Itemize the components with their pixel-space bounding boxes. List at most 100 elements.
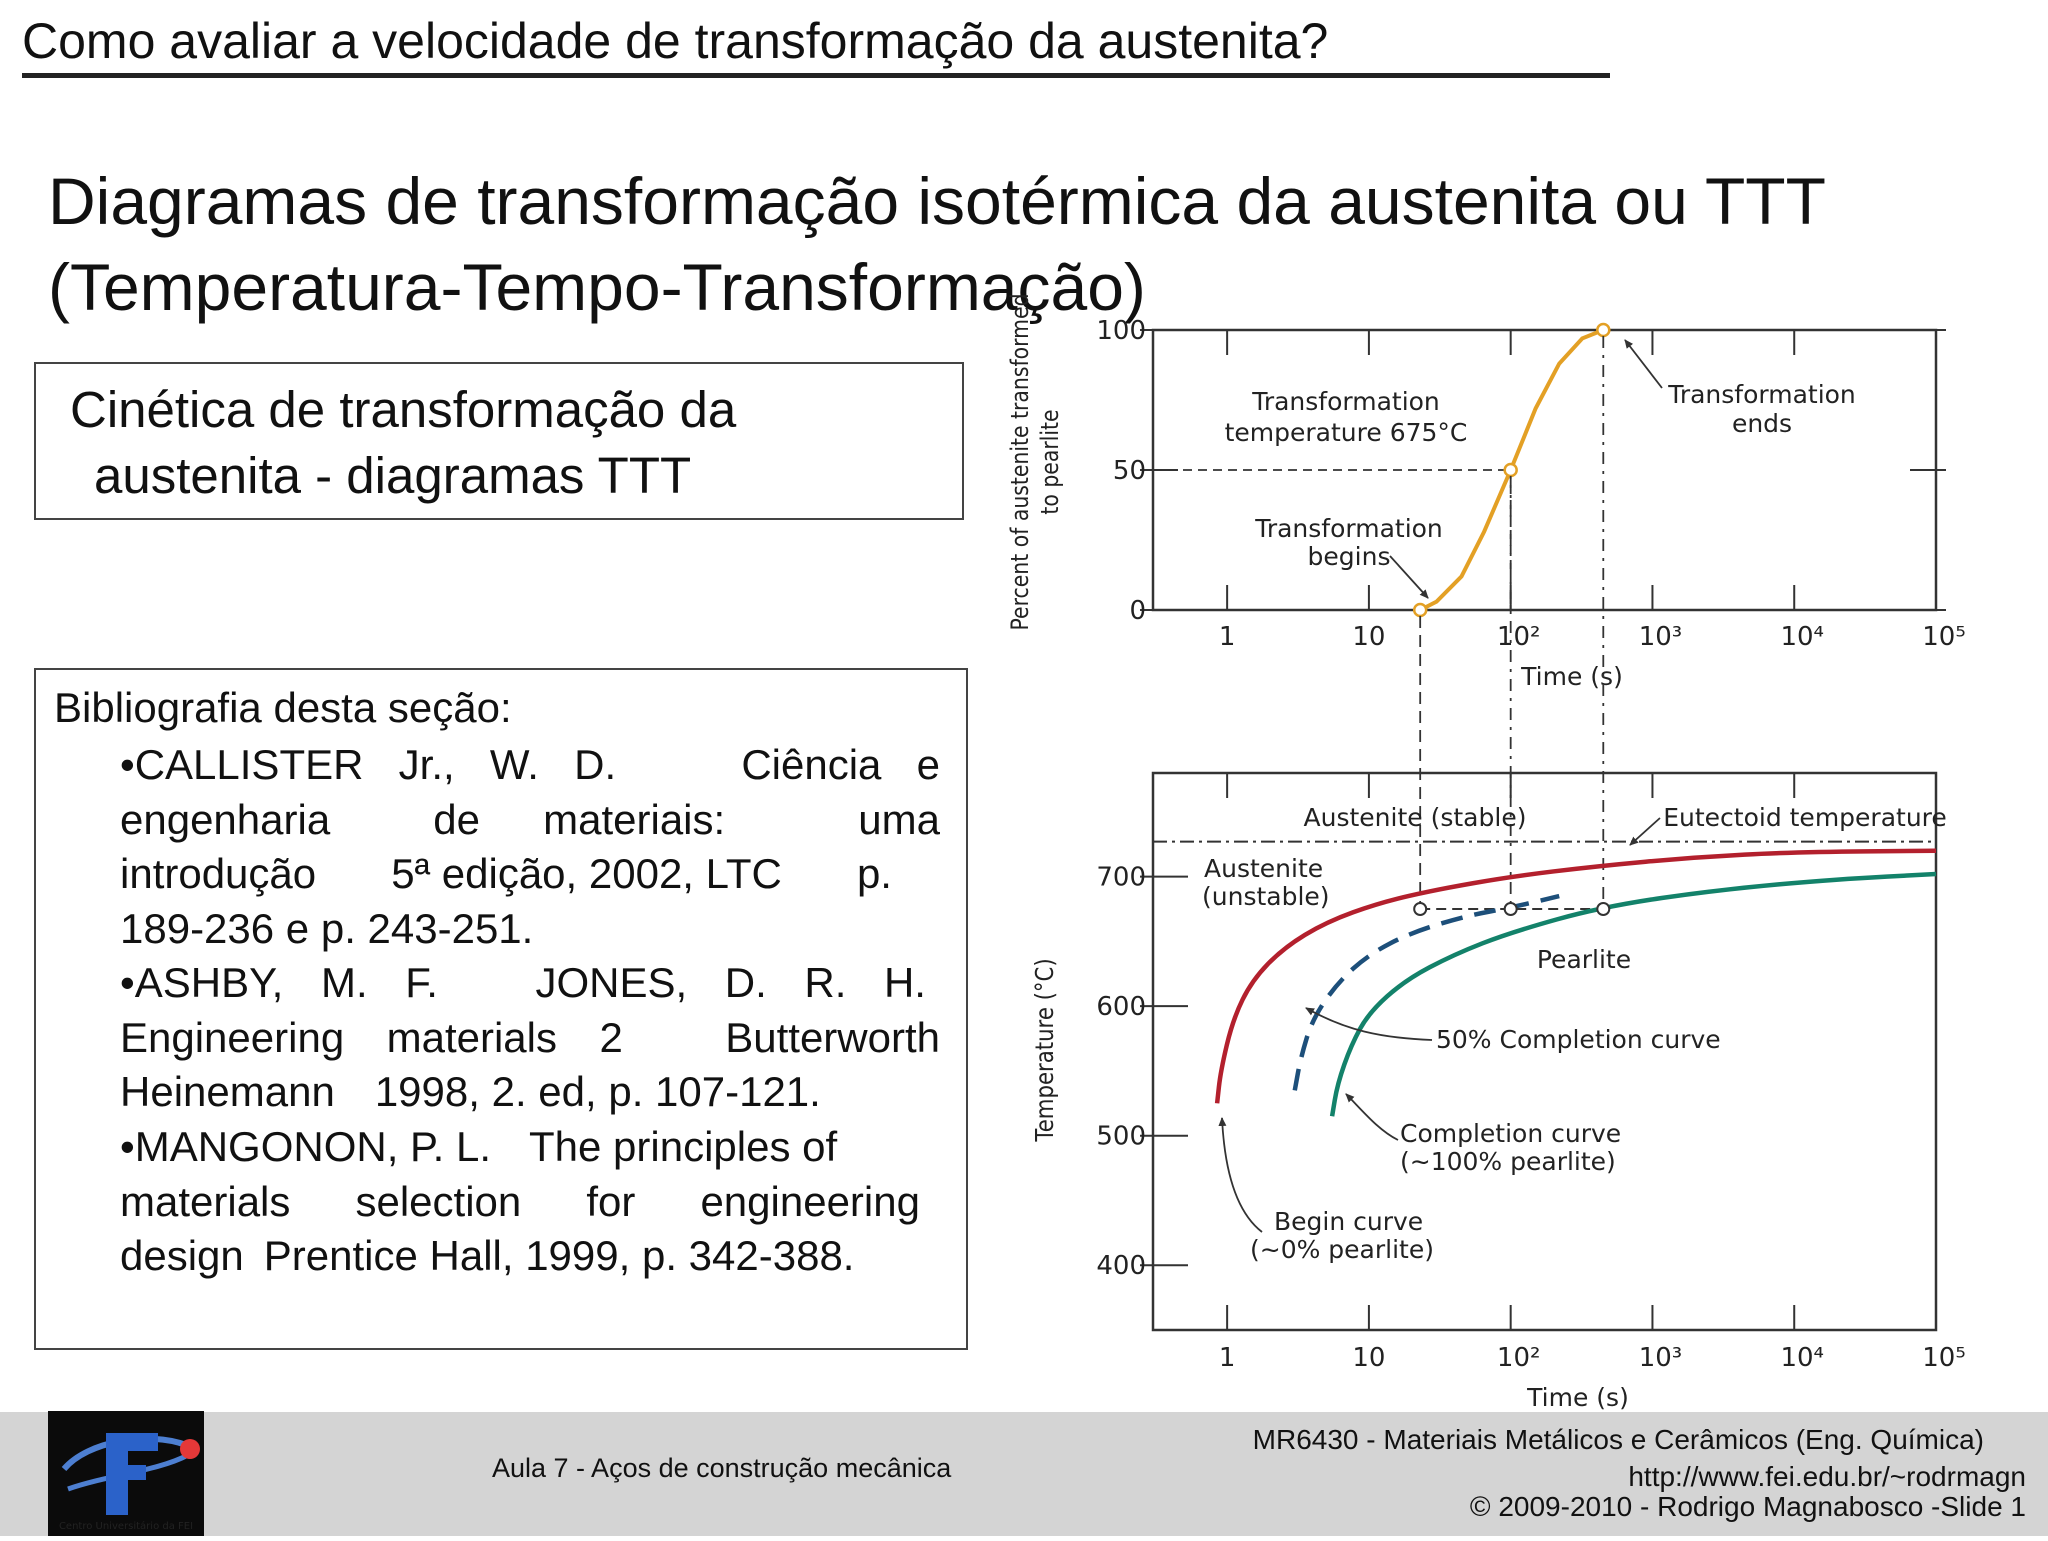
annotation-ends: Transformation ends [1624,339,1856,438]
top-x-tick-label: 10³ [1639,622,1683,652]
annotation-ends-line-1: Transformation [1667,380,1856,409]
top-x-tick-label: 10² [1497,622,1541,652]
chart-connector-lines [1419,336,1605,910]
fei-logo: Centro Universitário da FEI [48,1411,204,1536]
ref-word: materiais: [543,795,726,843]
annotation-temperature-line-2: temperature 675°C [1225,418,1468,447]
ref-word: design [120,1232,244,1279]
ref-word: D. [724,959,767,1006]
annotation-begin: Begin curve (∼0% pearlite) [1218,1117,1434,1264]
fei-logo-icon: Centro Universitário da FEI [48,1411,204,1536]
ref-word: Ciência [741,741,882,788]
ref-word: •ASHBY, [120,959,284,1006]
bibliography-reference-callister: •CALLISTER Jr., W. D. Ciência e engenhar… [120,738,940,956]
isotherm-marker [1503,902,1518,917]
top-chart-guide-lines [1153,469,1512,610]
top-x-tick-label: 10⁴ [1780,622,1824,652]
bottom-x-tick-label: 10⁴ [1780,1343,1824,1373]
top-y-label-line: Percent of austenite transformed [1006,293,1034,630]
begin-curve-line [1214,848,1937,1104]
ref-word: for [586,1177,636,1225]
top-chart-frame [1151,328,1938,612]
top-x-tick-label: 10 [1352,622,1385,652]
header-divider [22,73,1610,78]
bibliography-title: Bibliografia desta seção: [54,684,512,731]
isotherm-marker [1413,902,1428,917]
top-chart-x-axis-label: Time (s) [1520,662,1623,691]
annotation-austenite-unstable-line-1: Austenite [1204,854,1323,883]
ref-word: introdução [120,850,317,897]
footer-url: http://www.fei.edu.br/~rodrmagn [1628,1461,2026,1492]
ref-word: p. [856,850,892,897]
ref-word: The principles of [529,1123,838,1170]
completion-curve-line [1329,871,1937,1117]
annotation-begin-arrow [1218,1117,1263,1233]
bottom-chart-y-tick-labels: 400 500 600 700 [1096,863,1146,1282]
ref-word: D. [574,741,617,788]
top-x-tick-label: 10⁵ [1922,622,1966,652]
ref-word: Prentice Hall, 1999, p. 342-388. [263,1232,855,1279]
top-curve-marker [1503,462,1518,478]
header-title: Como avaliar a velocidade de transformaç… [22,13,1329,69]
annotation-completion-line-1: Completion curve [1400,1119,1621,1148]
annotation-eutectoid-arrow [1629,817,1661,846]
annotation-fifty-arrow [1305,1007,1433,1041]
top-chart-y-axis-label: Percent of austenite transformedto pearl… [1006,293,1064,630]
fifty-percent-curve-line [1292,893,1560,1091]
bottom-chart-markers [1413,902,1611,917]
annotation-ends-arrow [1624,339,1663,389]
ref-word: materials [120,1177,291,1225]
reference-line: •ASHBY, M. F. JONES, D. R. H. [120,956,940,1011]
footer-lecture-title: Aula 7 - Aços de construção mecânica [492,1453,952,1483]
bibliography-box: Bibliografia desta seção: •CALLISTER Jr.… [34,668,968,1350]
slide-title-line-2: (Temperatura-Tempo-Transformação) [48,250,1146,324]
ref-word: 2 [599,1013,623,1061]
bottom-y-tick-label: 500 [1096,1122,1146,1152]
annotation-completion-arrow [1345,1093,1399,1141]
bottom-y-tick-label: 600 [1096,992,1146,1022]
ref-word: R. [804,959,847,1006]
reference-line: •MANGONON, P. L. The principles of [120,1120,940,1175]
ref-word: 189-236 e p. 243-251. [120,904,534,952]
bottom-chart-x-tick-labels: 1 10 10² 10³ 10⁴ 10⁵ [1219,1343,1966,1373]
ref-word: H. [883,959,926,1006]
bottom-x-tick-label: 1 [1219,1343,1236,1373]
annotation-pearlite: Pearlite [1537,945,1631,974]
annotation-eutectoid-text: Eutectoid temperature [1663,803,1947,832]
annotation-begins: Transformation begins [1254,514,1443,599]
reference-line: introdução 5ª edição, 2002, LTC p. [120,847,940,902]
reference-line: materials selection for engineering [120,1175,920,1230]
reference-line: engenharia de materiais: uma [120,793,940,848]
bottom-x-tick-label: 10² [1497,1343,1541,1373]
annotation-temperature: Transformation temperature 675°C [1225,387,1468,447]
ttt-diagram: 1 10 10² 10³ 10⁴ 10⁵ 0 50 100 Time (s) Percent … [1006,293,1966,1412]
reference-line: Heinemann 1998, 2. ed, p. 107-121. [120,1065,940,1120]
annotation-begins-line-1: Transformation [1254,514,1443,543]
ref-word: Engineering [120,1013,345,1061]
bottom-y-tick-label: 400 [1096,1251,1146,1281]
reference-line: •CALLISTER Jr., W. D. Ciência e [120,738,940,793]
top-curve-marker [1596,322,1611,338]
ref-word: •MANGONON, P. L. [120,1123,492,1170]
top-y-tick-label: 50 [1113,456,1146,486]
ref-word: F. [405,959,438,1006]
ref-word: materials [386,1013,557,1061]
ref-word: 1998, 2. ed, p. 107-121. [374,1068,821,1115]
bottom-chart-y-axis-label: Temperature (°C) [1030,958,1059,1142]
reference-line: design Prentice Hall, 1999, p. 342-388. [120,1229,940,1284]
bottom-y-tick-label: 700 [1096,863,1146,893]
annotation-completion: Completion curve (∼100% pearlite) [1345,1093,1621,1176]
annotation-temperature-line-1: Transformation [1251,387,1440,416]
ref-word: engineering [700,1177,920,1225]
annotation-begins-arrow [1389,555,1429,599]
footer-copyright: © 2009-2010 - Rodrigo Magnabosco -Slide … [1469,1491,2026,1522]
ref-word: selection [355,1177,522,1225]
annotation-eutectoid: Eutectoid temperature [1629,803,1947,846]
ref-word: de [433,795,481,843]
kinetics-line-2: austenita - diagramas TTT [94,447,692,504]
annotation-austenite-unstable-line-2: (unstable) [1202,882,1330,911]
bibliography-reference-mangonon: •MANGONON, P. L. The principles of mater… [120,1120,940,1284]
ref-word: engenharia [120,795,331,843]
annotation-completion-line-2: (∼100% pearlite) [1400,1147,1616,1176]
ref-word: uma [858,795,940,843]
